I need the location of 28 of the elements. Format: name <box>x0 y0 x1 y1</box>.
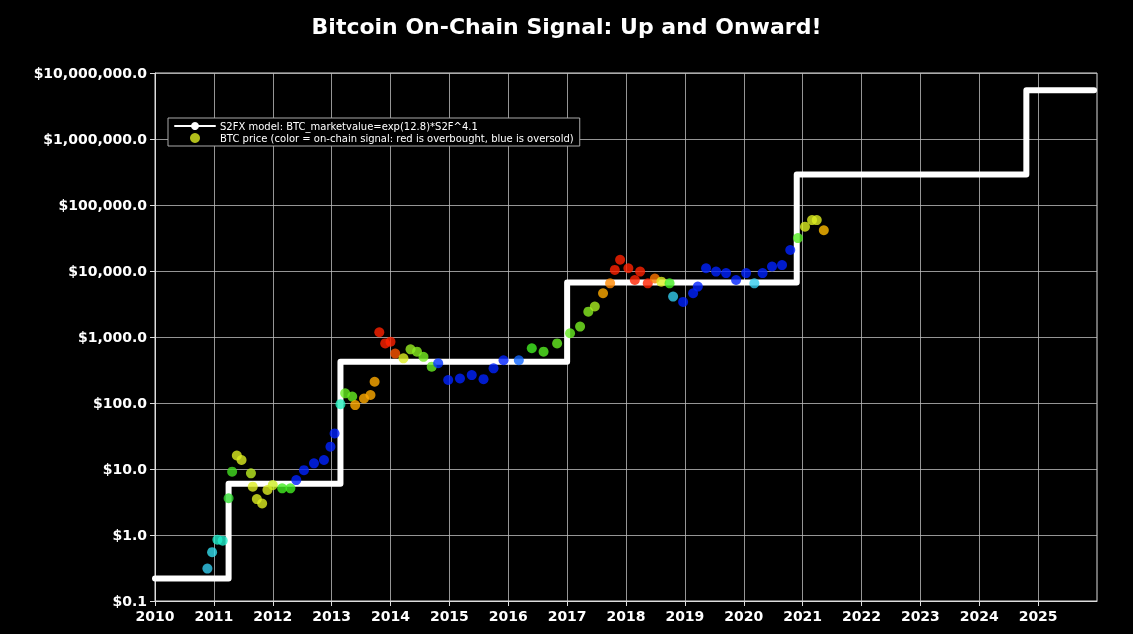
y-tick-label: $100,000.0 <box>58 197 148 213</box>
x-tick-label: 2012 <box>253 608 293 624</box>
x-tick-label: 2019 <box>665 608 705 624</box>
y-tick-label: $0.1 <box>112 593 147 609</box>
x-tick-label: 2011 <box>194 608 234 624</box>
y-tick-label: $10.0 <box>102 461 148 477</box>
x-tick-label: 2023 <box>900 608 940 624</box>
x-tick-label: 2020 <box>724 608 764 624</box>
x-tick-label: 2010 <box>135 608 175 624</box>
y-tick-label: $1.0 <box>112 527 148 543</box>
x-tick-label: 2013 <box>312 608 352 624</box>
chart-title: Bitcoin On-Chain Signal: Up and Onward! <box>311 13 822 39</box>
y-tick-label: $10,000.0 <box>68 263 148 279</box>
y-tick-label: $1,000,000.0 <box>43 131 148 147</box>
legend-label: BTC price (color = on-chain signal: red is overbought, blue is oversold) <box>220 132 574 144</box>
x-tick-label: 2017 <box>547 608 587 624</box>
legend-label: S2FX model: BTC_marketvalue=exp(12.8)*S2F^4.1 <box>220 120 478 133</box>
y-tick-label: $1,000.0 <box>77 329 148 345</box>
x-tick-label: 2016 <box>488 608 528 624</box>
y-tick-label: $10,000,000.0 <box>33 65 148 81</box>
x-tick-label: 2022 <box>842 608 881 624</box>
x-tick-label: 2024 <box>959 608 999 624</box>
x-tick-label: 2025 <box>1018 608 1058 624</box>
x-tick-label: 2015 <box>429 608 469 624</box>
x-tick-label: 2018 <box>606 608 646 624</box>
y-tick-label: $100.0 <box>92 395 148 411</box>
x-tick-label: 2014 <box>371 608 411 624</box>
x-tick-label: 2021 <box>783 608 823 624</box>
